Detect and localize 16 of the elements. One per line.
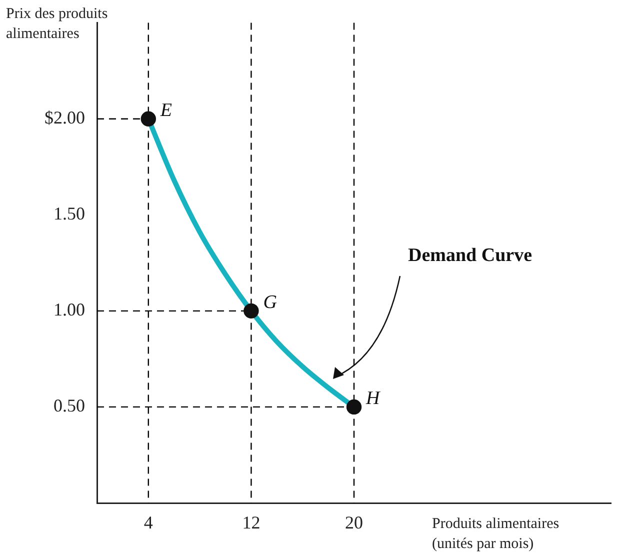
annotation: H bbox=[365, 388, 381, 409]
x-tick-label: 4 bbox=[144, 512, 153, 533]
x-tick-label: 20 bbox=[345, 512, 363, 533]
annotation: Demand Curve bbox=[408, 244, 532, 266]
x-tick-label: 12 bbox=[242, 512, 260, 533]
annotation: E bbox=[159, 100, 172, 121]
y-tick-label: 1.00 bbox=[54, 300, 85, 320]
y-axis-title: Prix des produits alimentaires bbox=[6, 5, 109, 44]
point bbox=[244, 303, 259, 319]
y-tick-label: $2.00 bbox=[44, 108, 85, 128]
y-tick-label: 1.50 bbox=[54, 204, 85, 224]
point bbox=[346, 399, 362, 415]
point bbox=[140, 111, 156, 126]
annotation: G bbox=[263, 292, 278, 313]
x-axis-title: Produits alimentaires (unités par mois) bbox=[432, 515, 560, 554]
y-tick-label: 0.50 bbox=[54, 396, 85, 416]
